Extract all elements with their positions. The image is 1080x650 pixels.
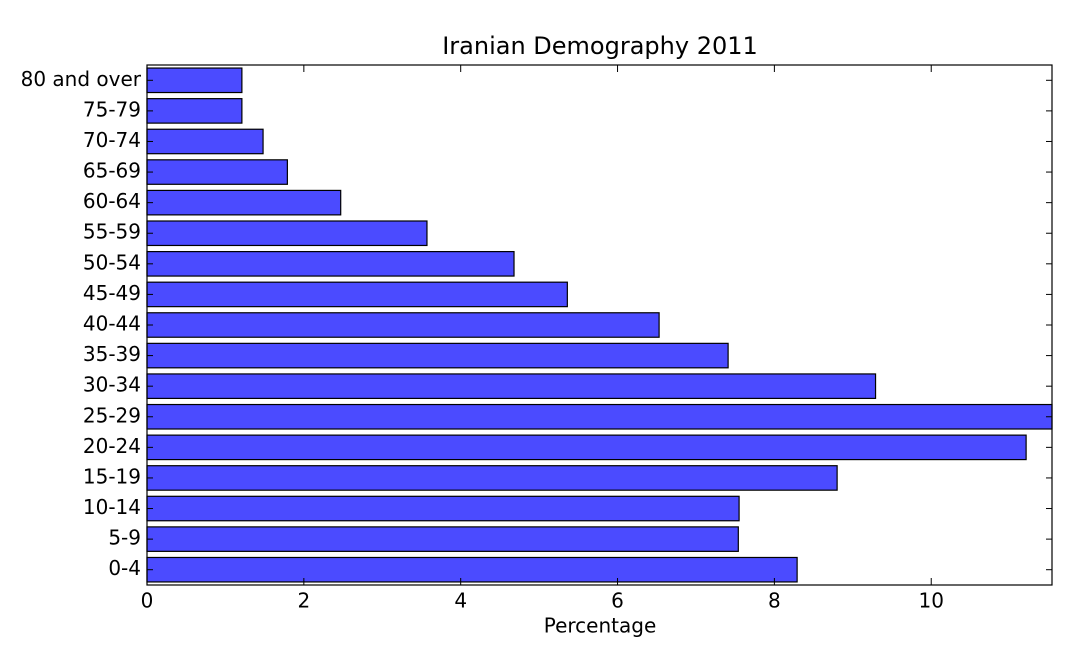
bar <box>146 67 243 94</box>
y-tick-label: 0-4 <box>108 556 141 580</box>
bar <box>146 495 740 522</box>
x-tick-label: 0 <box>141 589 154 613</box>
y-tick-label: 30-34 <box>83 373 141 397</box>
bar <box>146 98 243 124</box>
bar <box>146 342 729 369</box>
x-tick-label: 8 <box>768 589 781 613</box>
bar <box>146 526 739 552</box>
chart-title: Iranian Demography 2011 <box>442 32 758 60</box>
x-tick-label: 6 <box>611 589 624 613</box>
bar <box>146 465 838 491</box>
y-tick-label: 55-59 <box>83 220 141 244</box>
x-tick-label: 4 <box>454 589 467 613</box>
bar <box>146 159 288 185</box>
y-tick-label: 70-74 <box>83 128 141 152</box>
x-tick-label: 2 <box>297 589 310 613</box>
y-tick-label: 40-44 <box>83 312 141 336</box>
bar <box>146 312 660 338</box>
bar <box>146 189 342 216</box>
bar <box>146 556 798 583</box>
x-axis-label: Percentage <box>544 614 657 638</box>
y-tick-label: 20-24 <box>83 434 141 458</box>
y-tick-label: 60-64 <box>83 189 141 213</box>
bar <box>146 250 515 277</box>
y-tick-label: 50-54 <box>83 250 141 274</box>
x-tick-label: 10 <box>919 589 944 613</box>
y-tick-label: 10-14 <box>83 495 141 519</box>
y-tick-label: 25-29 <box>83 403 141 427</box>
y-tick-label: 35-39 <box>83 342 141 366</box>
y-tick-label: 80 and over <box>21 67 142 91</box>
bar <box>146 128 264 155</box>
y-tick-label: 75-79 <box>83 97 141 121</box>
y-tick-label: 5-9 <box>108 526 141 550</box>
y-tick-label: 65-69 <box>83 159 141 183</box>
y-tick-label: 15-19 <box>83 464 141 488</box>
bar <box>146 281 568 308</box>
plot-frame <box>146 64 1053 586</box>
bar <box>146 220 428 247</box>
bar <box>146 373 877 400</box>
bar <box>146 434 1027 461</box>
bar <box>146 403 1053 430</box>
y-tick-label: 45-49 <box>83 281 141 305</box>
